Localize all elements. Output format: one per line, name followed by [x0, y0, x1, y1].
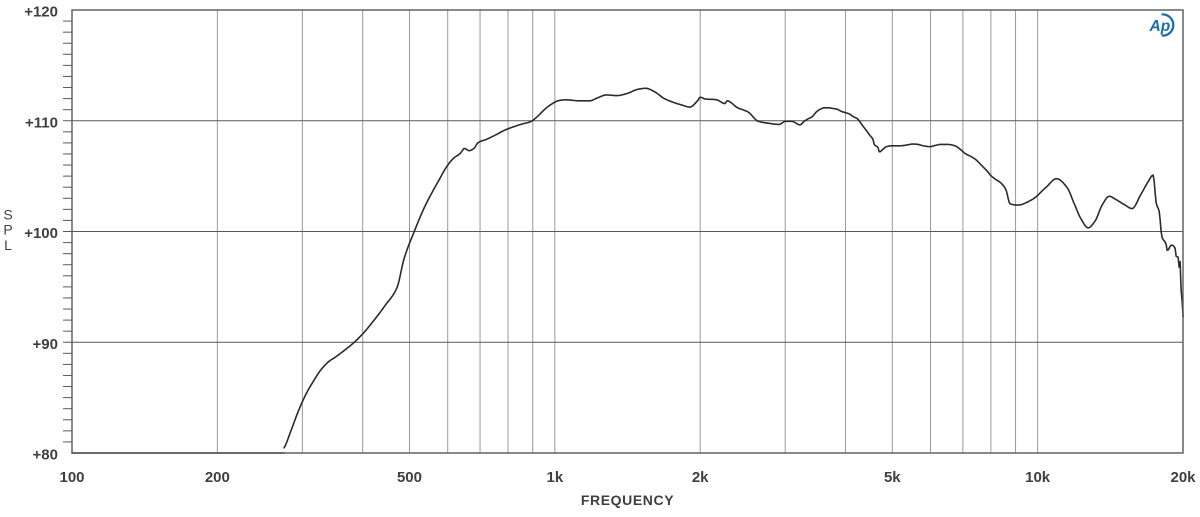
svg-text:+90: +90: [33, 336, 58, 353]
svg-text:Ap: Ap: [1149, 18, 1171, 35]
svg-text:500: 500: [397, 469, 422, 486]
svg-text:10k: 10k: [1025, 469, 1051, 486]
svg-text:5k: 5k: [884, 469, 901, 486]
svg-text:1k: 1k: [546, 469, 563, 486]
svg-text:+110: +110: [25, 114, 58, 131]
svg-text:FREQUENCY: FREQUENCY: [581, 492, 674, 508]
svg-text:L: L: [4, 237, 12, 253]
svg-text:20k: 20k: [1170, 469, 1196, 486]
svg-text:+100: +100: [24, 225, 58, 242]
svg-text:100: 100: [59, 469, 84, 486]
svg-text:S: S: [3, 207, 12, 223]
svg-text:200: 200: [205, 469, 230, 486]
svg-text:+120: +120: [24, 4, 58, 21]
svg-text:+80: +80: [33, 447, 58, 464]
svg-text:P: P: [3, 221, 12, 237]
svg-text:2k: 2k: [692, 469, 709, 486]
